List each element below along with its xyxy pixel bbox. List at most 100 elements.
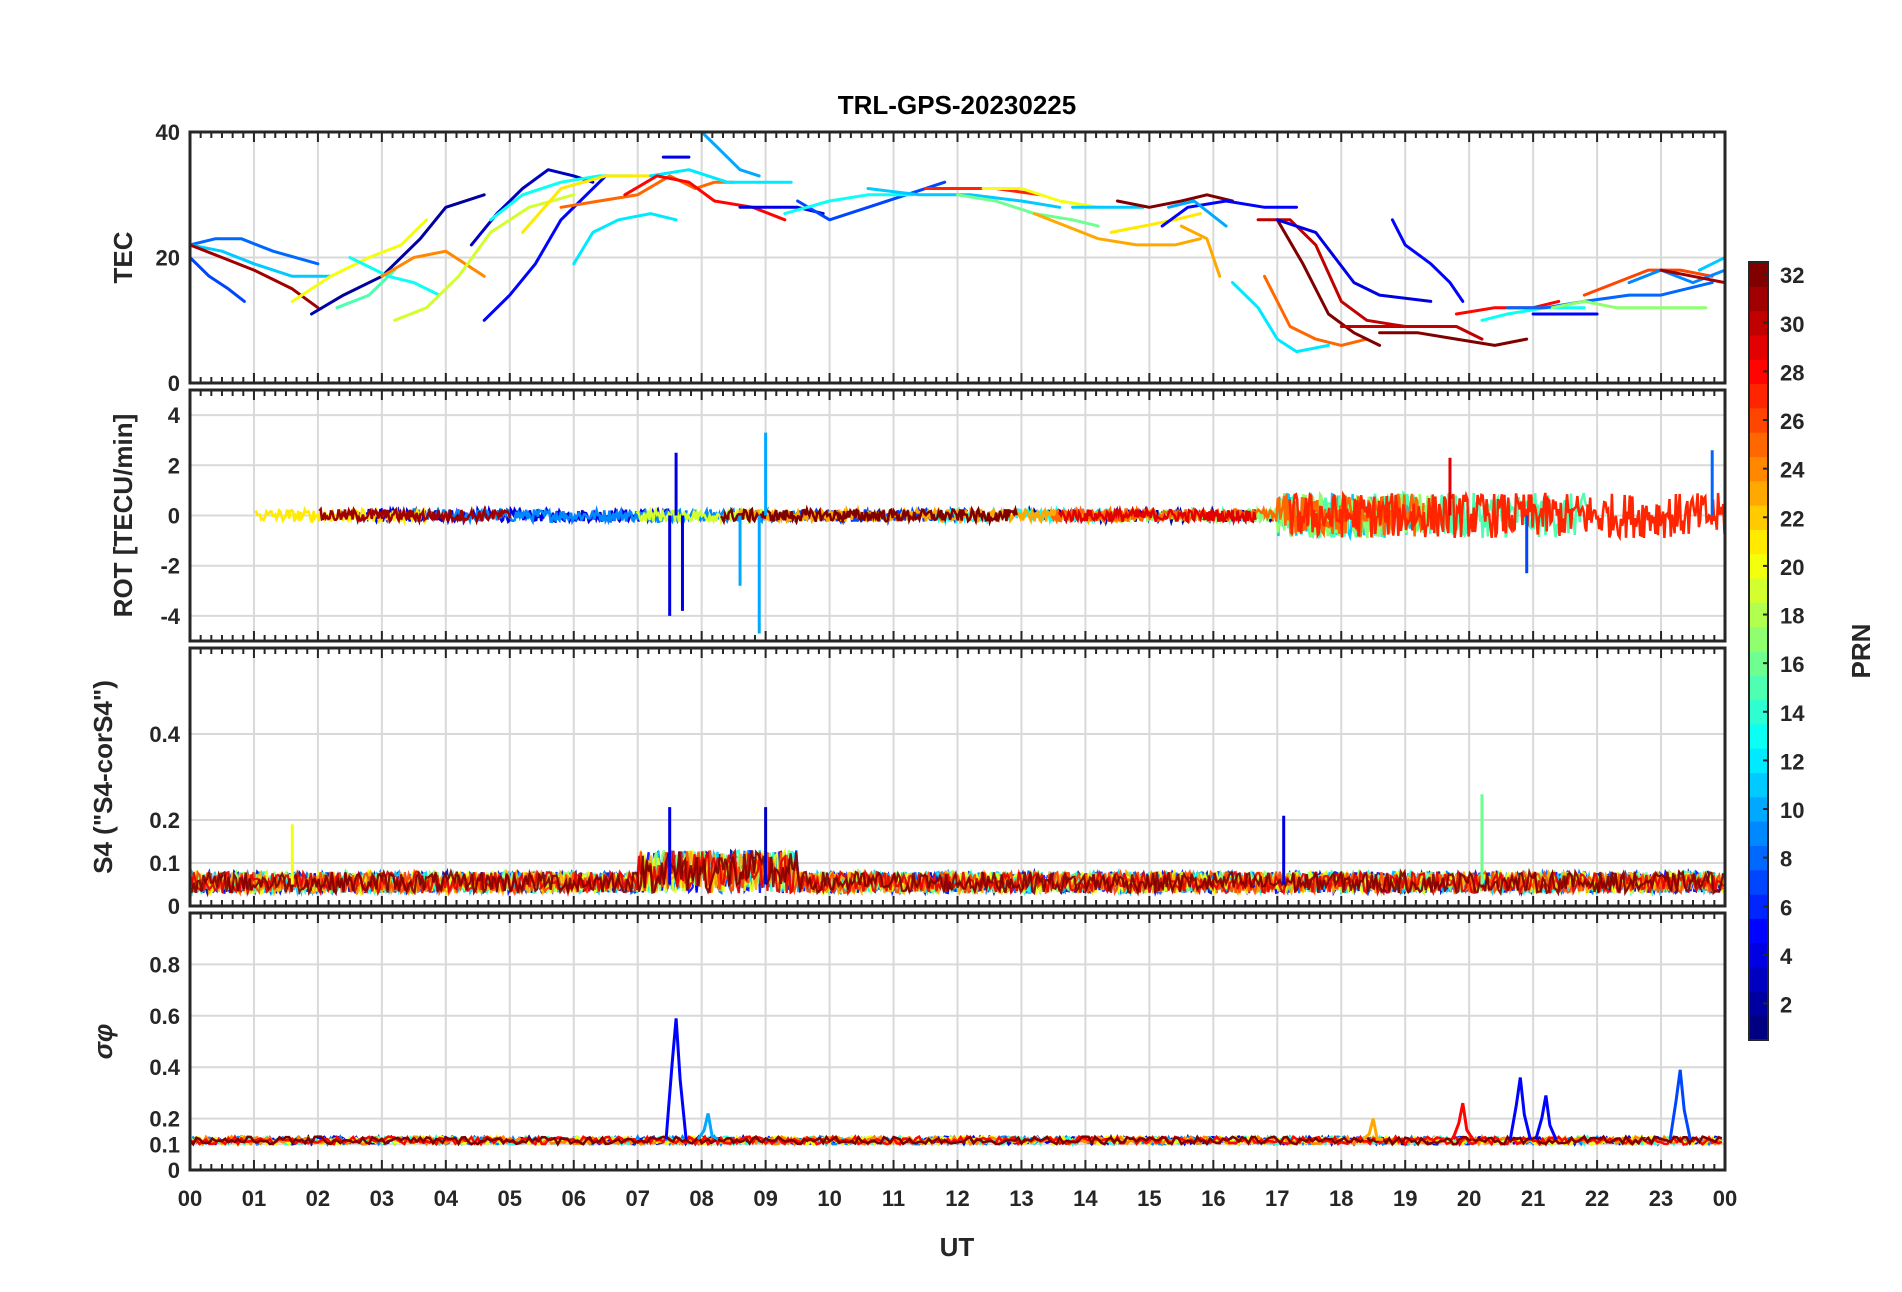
- sigma-peak: [696, 1113, 719, 1141]
- rot-y-tick-label: -2: [160, 554, 180, 579]
- tec-series-prn-13: [783, 193, 915, 216]
- x-tick-labels: 00 01 02 03 04 05 06 07 08 09 10 11 12 13 14 15 16 17 18 19…: [178, 1186, 1737, 1211]
- tec-series-prn-11: [1697, 256, 1725, 272]
- tec-series-prn-5: [482, 174, 608, 322]
- s4-data: [190, 794, 1725, 898]
- tec-data: [190, 132, 1725, 354]
- colorbar-tick-label: 16: [1780, 652, 1804, 677]
- x-tick-label: 18: [1329, 1186, 1353, 1211]
- rot-axis-title: ROT [TECU/min]: [108, 414, 138, 618]
- tec-series-prn-20: [981, 187, 1100, 209]
- tec-series-prn-23: [1032, 212, 1202, 247]
- tec-series-prn-11: [866, 187, 1062, 209]
- colorbar-tick-label: 20: [1780, 555, 1804, 580]
- x-tick-label: 17: [1265, 1186, 1289, 1211]
- sigma_phi-y-tick-label: 0.1: [149, 1132, 180, 1157]
- tec-series-prn-15: [335, 268, 397, 310]
- tec-axis-title: TEC: [108, 231, 138, 283]
- tec-series-prn-12: [1231, 281, 1330, 354]
- tec-series-prn-5: [1390, 218, 1465, 303]
- colorbar-segment: [1749, 699, 1768, 725]
- sigma_phi-y-tick-label: 0: [168, 1158, 180, 1183]
- tec-series-prn-9: [1627, 268, 1725, 285]
- tec-series-prn-11: [190, 243, 333, 278]
- sigma-peak: [1362, 1118, 1384, 1141]
- colorbar-tick-label: 26: [1780, 409, 1804, 434]
- rot-series-prn-31: [318, 505, 512, 526]
- x-tick-label: 10: [817, 1186, 841, 1211]
- tec-series-prn-21: [521, 174, 652, 234]
- x-tick-label: 06: [562, 1186, 586, 1211]
- rot-series-prn-29: [1058, 504, 1257, 527]
- tec-y-tick-label: 0: [168, 371, 180, 396]
- tec-series-prn-10: [696, 132, 761, 178]
- colorbar-segment: [1749, 334, 1768, 360]
- x-tick-label: 08: [689, 1186, 713, 1211]
- tec-series-prn-30: [1339, 325, 1484, 341]
- colorbar-tick-label: 32: [1780, 263, 1804, 288]
- tec-series-prn-7: [190, 256, 246, 303]
- colorbar-tick-label: 4: [1780, 944, 1793, 969]
- colorbar-segment: [1749, 529, 1768, 555]
- colorbar-segment: [1749, 967, 1768, 992]
- s4-x-ticks: [189, 648, 1726, 906]
- tec-series-prn-25: [1263, 274, 1369, 347]
- panel-s4: 0 0.1 0.2 0.4 S4 ("S4-corS4"): [88, 646, 1727, 919]
- sigma_phi-y-tick-label: 0.2: [149, 1107, 180, 1132]
- sigma_phi-x-ticks: [189, 913, 1726, 1170]
- tec-series-prn-5: [1160, 199, 1298, 228]
- tec-series-prn-8: [190, 237, 320, 266]
- colorbar-tick-label: 30: [1780, 312, 1804, 337]
- x-tick-label: 07: [625, 1186, 649, 1211]
- tec-series-prn-24: [380, 249, 486, 278]
- sigma-peak: [1451, 1102, 1475, 1141]
- colorbar-title: PRN: [1846, 624, 1876, 679]
- x-tick-label: 22: [1585, 1186, 1609, 1211]
- x-tick-label: 02: [306, 1186, 330, 1211]
- colorbar-segment: [1749, 772, 1768, 798]
- colorbar-frame: [1748, 261, 1769, 1041]
- sigma-peak: [1668, 1069, 1692, 1140]
- colorbar-tick-label: 14: [1780, 701, 1805, 726]
- x-tick-label: 13: [1009, 1186, 1033, 1211]
- colorbar-segment: [1749, 675, 1768, 701]
- tec-series-prn-20: [290, 218, 429, 303]
- tec-series-prn-30: [1256, 218, 1407, 328]
- sigma_phi-y-tick-label: 0.4: [149, 1055, 180, 1080]
- x-tick-label: 01: [242, 1186, 266, 1211]
- colorbar-segment: [1749, 821, 1768, 846]
- colorbar-segment: [1749, 407, 1768, 433]
- rot-data: [254, 432, 1725, 634]
- rot-y-tick-label: 2: [168, 453, 180, 478]
- sigma-axis-title: σφ: [88, 1024, 118, 1060]
- panel-sigma_phi: 00.10.2 0.4 0.6 0.8 σφ: [88, 911, 1727, 1183]
- sigma-peak: [1534, 1095, 1558, 1140]
- colorbar-segment: [1749, 359, 1768, 385]
- tec-series-prn-26: [1582, 268, 1714, 297]
- colorbar-segment: [1749, 651, 1768, 676]
- tec-series-prn-8: [1506, 281, 1714, 310]
- rot-y-tick-label: 4: [168, 403, 181, 428]
- rot-series-prn-27: [1288, 490, 1725, 542]
- tec-series-prn-19: [393, 193, 576, 322]
- x-tick-label: 12: [945, 1186, 969, 1211]
- tec-series-prn-4: [1275, 218, 1433, 303]
- tec-y-tick-label: 40: [156, 120, 180, 145]
- colorbar-segment: [1749, 480, 1768, 506]
- s4-y-tick-label: 0.4: [149, 722, 180, 747]
- colorbar-segment: [1749, 942, 1768, 968]
- s4-y-tick-label: 0.1: [149, 851, 180, 876]
- x-tick-label: 19: [1393, 1186, 1417, 1211]
- colorbar-tick-label: 2: [1780, 993, 1792, 1018]
- tec-series-prn-31: [1659, 268, 1725, 285]
- colorbar-segment: [1749, 262, 1768, 287]
- panel-rot: -4 -2 0 2 4 ROT [TECU/min]: [108, 388, 1727, 643]
- colorbar-tick-label: 12: [1780, 749, 1804, 774]
- tec-series-prn-21: [1109, 212, 1202, 234]
- rot-y-tick-label: -4: [160, 604, 180, 629]
- colorbar-tick-label: 6: [1780, 895, 1792, 920]
- colorbar-segment: [1749, 432, 1768, 457]
- colorbar-segment: [1749, 748, 1768, 774]
- x-tick-label: 03: [370, 1186, 394, 1211]
